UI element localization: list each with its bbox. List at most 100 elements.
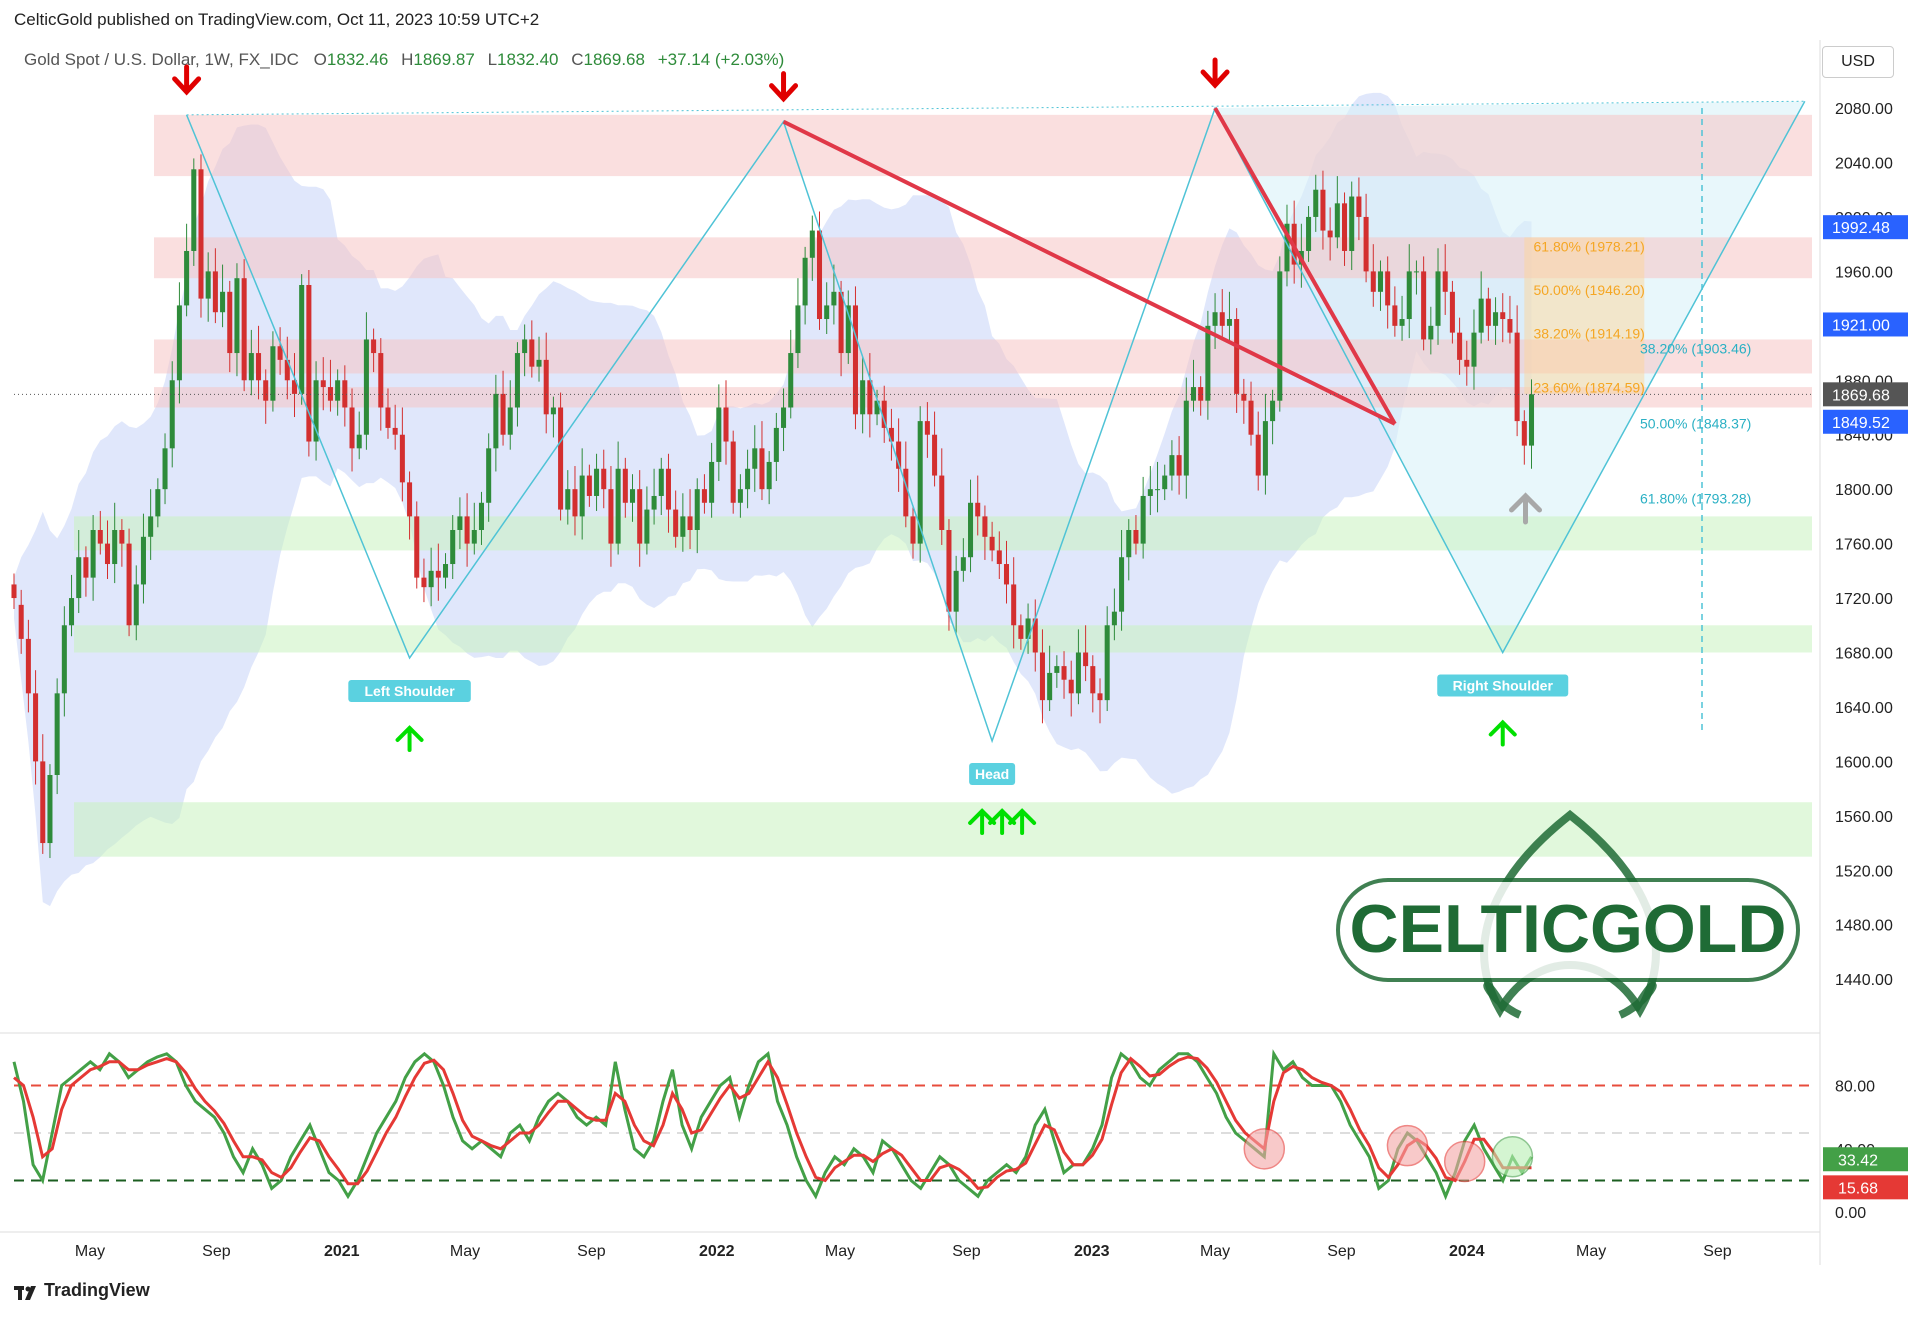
candle-body: [1255, 434, 1261, 476]
footer-brand-text: TradingView: [44, 1280, 150, 1300]
candle-body: [759, 448, 765, 490]
candle-body: [536, 359, 542, 367]
candle-body: [629, 489, 636, 503]
candle-body: [1442, 271, 1448, 292]
candle-body: [335, 380, 341, 401]
candle-body: [543, 359, 549, 415]
time-tick-label: 2022: [699, 1243, 735, 1260]
green-arrow-icon: [988, 808, 1017, 835]
candle-body: [299, 285, 305, 394]
trendline-red: [782, 119, 1396, 426]
fib-label-cyan: 50.00% (1848.37): [1640, 415, 1751, 431]
candle-body: [565, 489, 571, 510]
candle-body: [1507, 319, 1513, 333]
candle-body: [1284, 223, 1290, 272]
candle-body: [83, 557, 89, 578]
price-tick-label: 1640.00: [1835, 700, 1893, 717]
osc-green-circle: [1491, 1136, 1534, 1178]
candle-body: [903, 468, 909, 517]
candle-body: [522, 339, 528, 354]
time-tick-label: 2023: [1074, 1243, 1110, 1260]
osc-value-tag-box: [1823, 1175, 1908, 1200]
osc-value-tag-label: 15.68: [1838, 1180, 1878, 1197]
time-tick-label: May: [1576, 1243, 1606, 1260]
candle-body: [54, 693, 60, 775]
candle-body: [644, 509, 650, 544]
candle-body: [572, 489, 578, 517]
candle-body: [860, 380, 866, 415]
candle-body: [1241, 393, 1247, 401]
candle-body: [1226, 319, 1232, 326]
candle-body: [385, 407, 391, 428]
candle-body: [752, 448, 758, 469]
celtic-knot-lower-icon: [1483, 981, 1657, 1019]
candle-body: [874, 400, 880, 415]
zigzag-line: [185, 100, 1806, 744]
candle-body: [112, 530, 118, 565]
resistance-zone: [154, 387, 1812, 408]
candle-body: [831, 291, 837, 306]
candle-body: [1428, 325, 1434, 340]
green-arrow-icon: [1488, 719, 1517, 747]
candle-body: [277, 346, 283, 360]
price-tick-label: 1800.00: [1835, 482, 1893, 499]
candle-body: [126, 543, 132, 626]
price-tag-label: 1849.52: [1832, 415, 1890, 432]
candle-body: [291, 380, 298, 394]
candle-body: [1190, 387, 1197, 401]
currency-button[interactable]: USD: [1822, 46, 1894, 78]
candle-body: [1155, 489, 1161, 491]
candle-body: [1349, 196, 1355, 251]
candle-body: [701, 489, 707, 503]
candle-body: [1478, 298, 1484, 333]
candle-body: [428, 570, 434, 588]
candle-body: [1248, 400, 1254, 435]
candle-body: [414, 516, 420, 578]
footer-brand[interactable]: TradingView: [14, 1280, 150, 1301]
candle-body: [421, 577, 427, 588]
price-tick-label: 1520.00: [1835, 863, 1893, 880]
candle-body: [399, 434, 405, 483]
candle-body: [162, 448, 168, 490]
candle-body: [61, 625, 67, 694]
candle-body: [996, 550, 1002, 565]
pattern-label: Head: [975, 766, 1009, 782]
candle-body: [968, 502, 974, 558]
candle-body: [500, 393, 506, 435]
candle-body: [1068, 679, 1074, 694]
candle-body: [313, 380, 319, 442]
time-tick-label: 2024: [1449, 1243, 1485, 1260]
candle-body: [586, 475, 592, 496]
price-tag-label: 1869.68: [1832, 387, 1890, 404]
candle-body: [119, 530, 125, 544]
fib-label-cyan: 61.80% (1793.28): [1640, 490, 1751, 506]
candle-body: [1514, 332, 1520, 422]
candle-body: [1435, 271, 1441, 326]
candle-body: [363, 339, 369, 435]
candle-body: [730, 441, 736, 503]
candle-body: [745, 468, 751, 490]
candles-layer: [11, 154, 1535, 859]
candle-body: [1500, 312, 1506, 320]
candle-body: [1320, 189, 1326, 231]
support-zone: [74, 802, 1812, 857]
candle-body: [579, 475, 585, 517]
candle-body: [378, 353, 384, 408]
green-arrow-icon: [968, 808, 997, 835]
candle-body: [924, 421, 930, 435]
candle-body: [1219, 312, 1225, 326]
candle-body: [723, 407, 729, 442]
symbol-line: Gold Spot / U.S. Dollar, 1W, FX_IDC: [24, 50, 299, 69]
ohlc-open: 1832.46: [326, 50, 389, 69]
candle-body: [1370, 271, 1376, 292]
labels-layer: Left Shoulder Head Right Shoulder 61.80% (1…: [348, 239, 1800, 1019]
logo-text: CELTICGOLD: [1350, 891, 1787, 967]
candle-body: [234, 278, 240, 354]
price-tick-label: 1560.00: [1835, 809, 1893, 826]
price-tag-box: [1823, 215, 1908, 240]
candle-body: [1277, 271, 1283, 401]
price-tag-label: 1921.00: [1832, 317, 1890, 334]
candle-body: [1334, 203, 1340, 238]
candle-body: [69, 598, 75, 626]
